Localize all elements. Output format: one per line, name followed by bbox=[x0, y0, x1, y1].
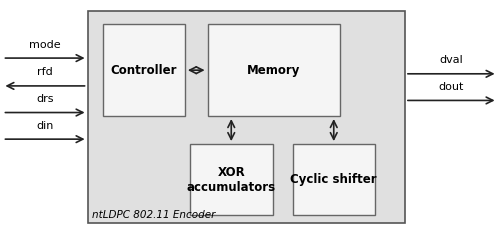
Text: XOR
accumulators: XOR accumulators bbox=[186, 166, 276, 194]
Text: Controller: Controller bbox=[110, 64, 177, 77]
Text: mode: mode bbox=[29, 40, 61, 50]
Bar bbox=[88, 11, 405, 223]
Text: Cyclic shifter: Cyclic shifter bbox=[290, 173, 377, 186]
Bar bbox=[208, 24, 340, 116]
Text: Memory: Memory bbox=[247, 64, 300, 77]
Text: dval: dval bbox=[440, 55, 463, 65]
Text: din: din bbox=[36, 121, 54, 131]
Bar bbox=[190, 144, 272, 215]
Bar bbox=[102, 24, 185, 116]
Bar bbox=[292, 144, 375, 215]
Text: drs: drs bbox=[36, 94, 54, 104]
Text: ntLDPC 802.11 Encoder: ntLDPC 802.11 Encoder bbox=[92, 210, 216, 220]
Text: rfd: rfd bbox=[37, 68, 53, 77]
Text: dout: dout bbox=[438, 82, 464, 92]
